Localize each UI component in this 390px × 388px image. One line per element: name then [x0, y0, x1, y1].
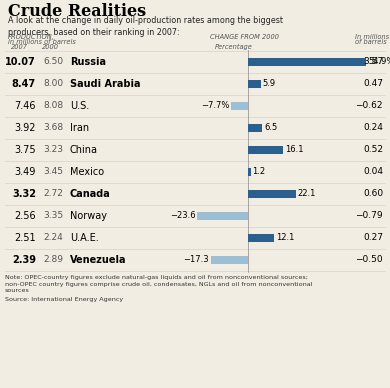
Text: 3.45: 3.45: [43, 168, 63, 177]
Text: 54.9%: 54.9%: [368, 57, 390, 66]
Bar: [248, 146, 283, 154]
Bar: [248, 168, 251, 176]
Text: −0.62: −0.62: [356, 102, 383, 111]
Text: 7.46: 7.46: [14, 101, 36, 111]
Text: 3.23: 3.23: [43, 146, 63, 154]
Text: −17.3: −17.3: [183, 256, 209, 265]
Text: A look at the change in daily oil-production rates among the biggest
producers, : A look at the change in daily oil-produc…: [8, 16, 283, 37]
Text: 3.49: 3.49: [15, 167, 36, 177]
Text: China: China: [70, 145, 98, 155]
Text: 2.72: 2.72: [43, 189, 63, 199]
Text: 0.47: 0.47: [363, 80, 383, 88]
Text: Norway: Norway: [70, 211, 107, 221]
Text: 2.39: 2.39: [12, 255, 36, 265]
Bar: [211, 256, 248, 264]
Text: −23.6: −23.6: [170, 211, 195, 220]
Text: 3.75: 3.75: [14, 145, 36, 155]
Text: in millions of barrels: in millions of barrels: [8, 39, 76, 45]
Text: Canada: Canada: [70, 189, 111, 199]
Text: 8.08: 8.08: [43, 102, 63, 111]
Text: 16.1: 16.1: [285, 146, 303, 154]
Text: 2.56: 2.56: [14, 211, 36, 221]
Text: 0.04: 0.04: [363, 168, 383, 177]
Bar: [248, 190, 296, 198]
Text: 6.50: 6.50: [43, 57, 63, 66]
Bar: [197, 212, 248, 220]
Text: 2007: 2007: [11, 44, 28, 50]
Text: U.S.: U.S.: [70, 101, 89, 111]
Bar: [248, 80, 261, 88]
Text: 8.47: 8.47: [12, 79, 36, 89]
Text: Russia: Russia: [70, 57, 106, 67]
Text: of barrels: of barrels: [355, 39, 387, 45]
Text: 22.1: 22.1: [298, 189, 316, 199]
Text: Crude Realities: Crude Realities: [8, 3, 146, 20]
Text: Note: OPEC-country figures exclude natural-gas liquids and oil from nonconventio: Note: OPEC-country figures exclude natur…: [5, 275, 312, 293]
Text: 3.32: 3.32: [12, 189, 36, 199]
Text: 2.89: 2.89: [43, 256, 63, 265]
Text: −0.79: −0.79: [355, 211, 383, 220]
Text: Saudi Arabia: Saudi Arabia: [70, 79, 140, 89]
Text: 8.00: 8.00: [43, 80, 63, 88]
Text: 3.57: 3.57: [363, 57, 383, 66]
Text: U.A.E.: U.A.E.: [70, 233, 99, 243]
Bar: [231, 102, 248, 110]
Bar: [248, 234, 274, 242]
Text: In millions: In millions: [355, 34, 389, 40]
Text: PRODUCTION,: PRODUCTION,: [8, 34, 55, 40]
Text: 0.27: 0.27: [363, 234, 383, 242]
Text: Mexico: Mexico: [70, 167, 104, 177]
Text: CHANGE FROM 2000: CHANGE FROM 2000: [210, 34, 279, 40]
Text: 12.1: 12.1: [276, 234, 294, 242]
Text: Source: International Energy Agency: Source: International Energy Agency: [5, 297, 123, 302]
Text: 0.24: 0.24: [363, 123, 383, 132]
Text: Venezuela: Venezuela: [70, 255, 126, 265]
Text: 10.07: 10.07: [5, 57, 36, 67]
Text: 2.51: 2.51: [14, 233, 36, 243]
Text: Percentage: Percentage: [215, 44, 253, 50]
Text: 1.2: 1.2: [253, 168, 266, 177]
Bar: [248, 124, 262, 132]
Text: 3.92: 3.92: [14, 123, 36, 133]
Text: 3.35: 3.35: [43, 211, 63, 220]
Text: 6.5: 6.5: [264, 123, 277, 132]
Text: 0.60: 0.60: [363, 189, 383, 199]
Text: −0.50: −0.50: [355, 256, 383, 265]
Text: Iran: Iran: [70, 123, 89, 133]
Text: 0.52: 0.52: [363, 146, 383, 154]
Text: −7.7%: −7.7%: [201, 102, 229, 111]
Text: 2000: 2000: [42, 44, 59, 50]
Text: 3.68: 3.68: [43, 123, 63, 132]
Text: 2.24: 2.24: [43, 234, 63, 242]
Bar: [248, 58, 366, 66]
Text: 5.9: 5.9: [263, 80, 276, 88]
